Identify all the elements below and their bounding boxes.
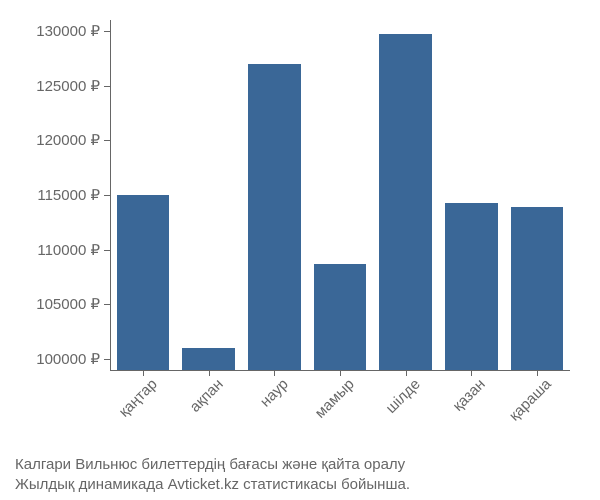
y-tick-label: 120000 ₽ (36, 131, 110, 149)
price-bar-chart: 100000 ₽ 105000 ₽ 110000 ₽ 115000 ₽ 120000 ₽… (0, 0, 600, 500)
y-tick-label: 115000 ₽ (37, 186, 110, 204)
y-axis-line (110, 20, 111, 370)
x-tick-label: наур (252, 370, 292, 410)
x-tick-label: шілде (377, 370, 424, 417)
chart-caption: Калгари Вильнюс билеттердің бағасы және … (15, 455, 410, 496)
y-tick-label: 100000 ₽ (36, 350, 110, 368)
x-tick-label: қазан (444, 370, 489, 415)
plot-area: 100000 ₽105000 ₽110000 ₽115000 ₽120000 ₽… (110, 20, 570, 370)
caption-line: Жылдық динамикада Avticket.kz статистика… (15, 475, 410, 495)
bar (511, 207, 564, 370)
bar (182, 348, 235, 370)
y-tick-label: 110000 ₽ (37, 241, 110, 259)
x-tick-label: мамыр (306, 370, 358, 422)
caption-line: Калгари Вильнюс билеттердің бағасы және … (15, 455, 410, 475)
y-tick-label: 130000 ₽ (36, 22, 110, 40)
x-tick-label: қаңтар (110, 370, 161, 421)
x-tick-label: қараша (500, 370, 554, 424)
y-tick-label: 105000 ₽ (36, 295, 110, 313)
bar (445, 203, 498, 370)
y-tick-label: 125000 ₽ (36, 77, 110, 95)
bar (248, 64, 301, 370)
bar (314, 264, 367, 370)
bar (379, 34, 432, 370)
x-tick-label: ақпан (181, 370, 227, 416)
bar (117, 195, 170, 370)
